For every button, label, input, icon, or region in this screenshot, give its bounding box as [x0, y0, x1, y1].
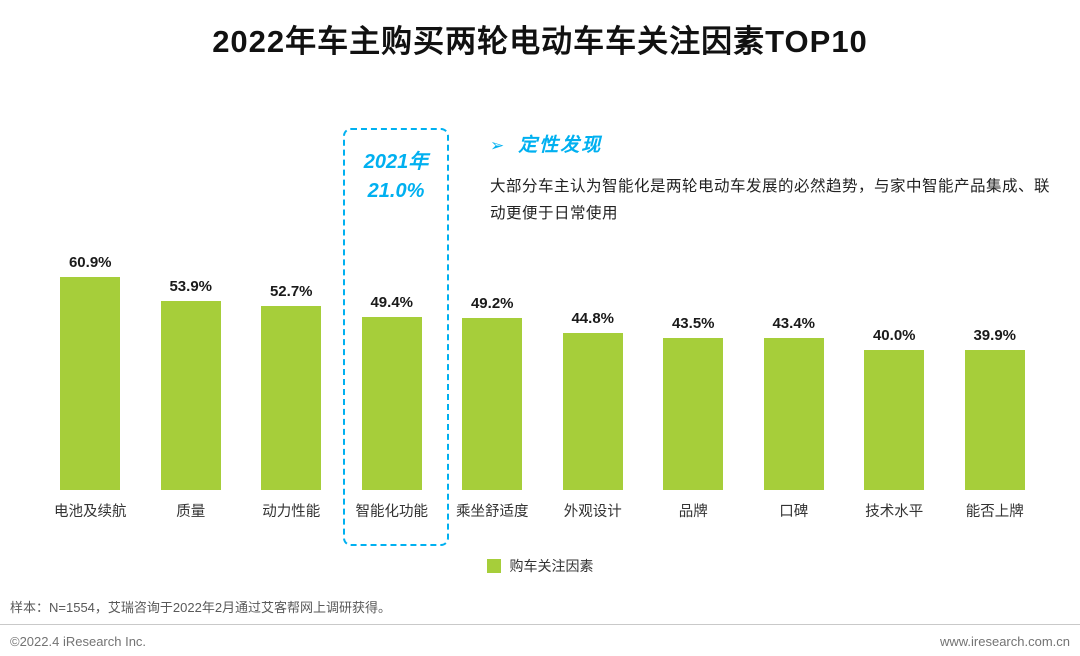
- bar: [60, 276, 121, 490]
- bar-category-label: 电池及续航: [54, 504, 127, 520]
- bar-category-label: 智能化功能: [355, 504, 429, 520]
- bar-column: 44.8%: [543, 310, 644, 490]
- bar: [361, 317, 422, 490]
- bar-category-label: 质量: [176, 504, 206, 520]
- legend-swatch-icon: [486, 559, 501, 573]
- bar-value-label: 53.9%: [169, 278, 213, 296]
- bar-value-label: 39.9%: [973, 327, 1017, 345]
- highlight-annotation-value: 21.0%: [367, 180, 425, 202]
- chart-legend: 购车关注因素: [0, 556, 1080, 576]
- bar: [663, 337, 724, 490]
- insight-title: 定性发现: [518, 135, 603, 156]
- insight-block: ➢ 定性发现 大部分车主认为智能化是两轮电动车发展的必然趋势，与家中智能产品集成…: [490, 130, 1055, 227]
- bar: [562, 333, 623, 490]
- bar-category-label: 品牌: [678, 504, 708, 520]
- bar: [462, 317, 523, 490]
- bar-value-label: 43.4%: [772, 315, 816, 333]
- copyright-text: ©2022.4 iResearch Inc.: [10, 634, 147, 649]
- bar-value-label: 44.8%: [571, 310, 615, 328]
- bar-column: 43.4%: [744, 315, 845, 490]
- website-url: www.iresearch.com.cn: [939, 634, 1070, 649]
- bar: [160, 301, 221, 490]
- category-row: 电池及续航 质量 动力性能 智能化功能 乘坐舒适度 外观设计 品牌 口碑 技术水平 能否上牌: [40, 500, 1045, 521]
- bar-column: 40.0%: [844, 327, 945, 490]
- bar-column: 39.9%: [945, 327, 1046, 490]
- bar-category-label: 能否上牌: [965, 504, 1024, 520]
- insight-header: ➢ 定性发现: [490, 130, 1055, 157]
- bar-value-label: 60.9%: [68, 253, 112, 271]
- legend-label: 购车关注因素: [509, 558, 594, 574]
- bar-category-label: 技术水平: [865, 504, 924, 520]
- bar: [763, 338, 824, 490]
- bar-category-label: 动力性能: [262, 504, 321, 520]
- bar: [964, 350, 1025, 490]
- bar-value-label: 52.7%: [269, 282, 313, 300]
- bar-category-label: 外观设计: [563, 504, 622, 520]
- highlight-annotation-year: 2021年: [363, 151, 429, 173]
- bar-column: 60.9%: [40, 254, 141, 490]
- bar-value-label: 49.4%: [370, 294, 414, 312]
- bar: [261, 305, 322, 490]
- bar: [864, 350, 925, 490]
- bar-group: 60.9% 53.9% 52.7% 49.4% 49.2% 44.8% 43.5% 43.4%…: [40, 254, 1046, 490]
- highlight-annotation: 2021年 21.0%: [343, 148, 449, 206]
- bar-category-label: 口碑: [779, 504, 809, 520]
- footer-divider: [0, 624, 1080, 625]
- bar-value-label: 49.2%: [470, 294, 514, 312]
- bar-column: 52.7%: [241, 283, 342, 490]
- bar-column: 53.9%: [141, 278, 242, 490]
- sample-footnote: 样本：N=1554，艾瑞咨询于2022年2月通过艾客帮网上调研获得。: [10, 600, 392, 615]
- bar-column: 43.5%: [643, 315, 744, 490]
- bar-column: 49.2%: [442, 295, 543, 490]
- insight-body: 大部分车主认为智能化是两轮电动车发展的必然趋势，与家中智能产品集成、联动更便于日…: [490, 178, 1051, 223]
- bar-value-label: 40.0%: [872, 327, 916, 344]
- bar-category-label: 乘坐舒适度: [456, 504, 529, 520]
- page-title: 2022年车主购买两轮电动车车关注因素TOP10: [212, 24, 868, 59]
- arrowhead-bullet-icon: ➢: [490, 136, 505, 155]
- bar-column: 49.4%: [342, 294, 443, 490]
- bar-value-label: 43.5%: [671, 314, 715, 332]
